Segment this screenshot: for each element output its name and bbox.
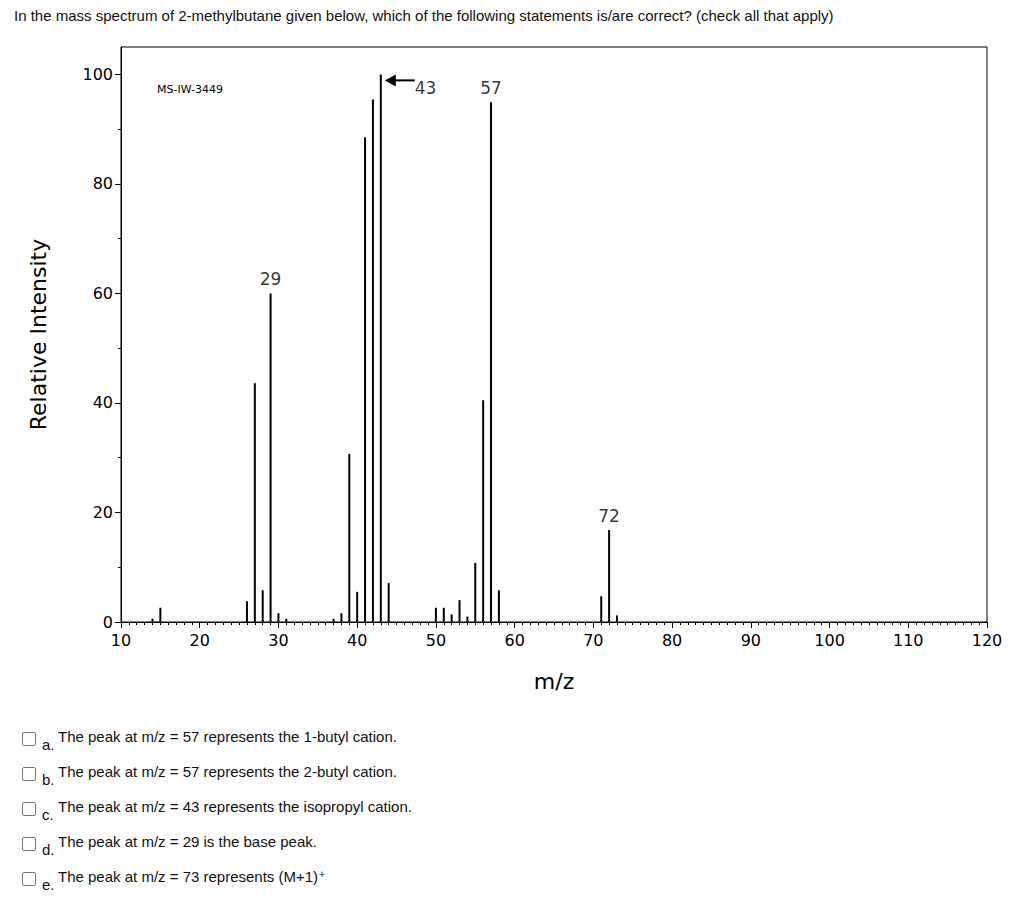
svg-text:80: 80 bbox=[93, 174, 113, 193]
svg-text:90: 90 bbox=[741, 631, 761, 650]
svg-text:110: 110 bbox=[893, 631, 924, 650]
svg-text:60: 60 bbox=[93, 284, 113, 303]
svg-text:m/z: m/z bbox=[534, 669, 574, 694]
svg-text:10: 10 bbox=[111, 631, 131, 650]
svg-text:60: 60 bbox=[504, 631, 524, 650]
svg-text:40: 40 bbox=[93, 393, 113, 412]
svg-text:120: 120 bbox=[972, 631, 1003, 650]
svg-text:29: 29 bbox=[260, 269, 282, 289]
svg-text:80: 80 bbox=[662, 631, 682, 650]
svg-text:100: 100 bbox=[814, 631, 845, 650]
svg-text:72: 72 bbox=[598, 506, 620, 526]
svg-text:20: 20 bbox=[190, 631, 210, 650]
html-text:e. The peak at m/z = 73 repres: e. The peak at m/z = 73 represents (M+1)… bbox=[42, 868, 326, 893]
svg-text:Relative Intensity: Relative Intensity bbox=[26, 239, 51, 430]
svg-text:20: 20 bbox=[93, 503, 113, 522]
svg-text:57: 57 bbox=[480, 78, 502, 98]
html-text:c. The peak at m/z = 43 repres: c. The peak at m/z = 43 represents the i… bbox=[42, 798, 412, 823]
svg-text:0: 0 bbox=[103, 613, 113, 632]
html-text:In the mass spectrum of 2-meth: In the mass spectrum of 2-methylbutane g… bbox=[14, 7, 834, 24]
svg-text:50: 50 bbox=[426, 631, 446, 650]
svg-text:43: 43 bbox=[415, 78, 437, 98]
svg-text:30: 30 bbox=[268, 631, 288, 650]
html-text:b. The peak at m/z = 57 repres: b. The peak at m/z = 57 represents the 2… bbox=[42, 763, 397, 788]
html-text:a. The peak at m/z = 57 repres: a. The peak at m/z = 57 represents the 1… bbox=[42, 728, 397, 753]
svg-text:100: 100 bbox=[82, 65, 113, 84]
svg-text:70: 70 bbox=[583, 631, 603, 650]
html-text:d. The peak at m/z = 29 is the: d. The peak at m/z = 29 is the base peak… bbox=[42, 833, 317, 858]
svg-text:MS-IW-3449: MS-IW-3449 bbox=[157, 83, 223, 96]
svg-text:40: 40 bbox=[347, 631, 367, 650]
